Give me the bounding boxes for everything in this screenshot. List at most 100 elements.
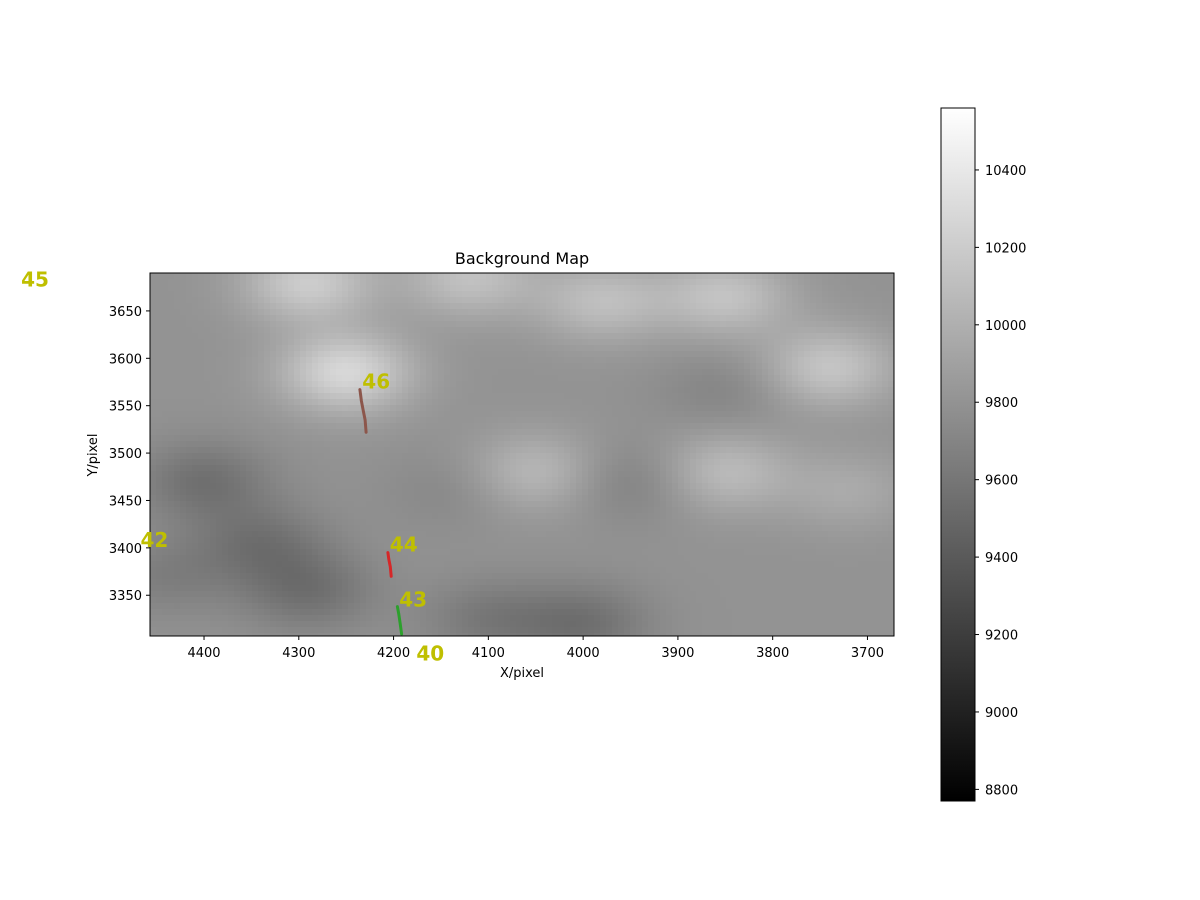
heatmap-cell <box>768 429 775 436</box>
heatmap-cell <box>654 447 661 454</box>
heatmap-cell <box>660 471 667 478</box>
heatmap-cell <box>618 447 625 454</box>
heatmap-cell <box>882 357 889 364</box>
heatmap-cell <box>564 459 571 466</box>
heatmap-cell <box>618 423 625 430</box>
heatmap-cell <box>684 465 691 472</box>
heatmap-cell <box>768 363 775 370</box>
heatmap-cell <box>156 489 163 496</box>
heatmap-cell <box>594 471 601 478</box>
heatmap-cell <box>198 297 205 304</box>
heatmap-cell <box>834 279 841 286</box>
heatmap-cell <box>546 279 553 286</box>
heatmap-cell <box>222 315 229 322</box>
heatmap-cell <box>600 417 607 424</box>
heatmap-cell <box>324 477 331 484</box>
heatmap-cell <box>606 285 613 292</box>
heatmap-cell <box>672 423 679 430</box>
heatmap-cell <box>408 339 415 346</box>
heatmap-cell <box>690 381 697 388</box>
heatmap-cell <box>354 351 361 358</box>
heatmap-cell <box>756 357 763 364</box>
heatmap-cell <box>258 387 265 394</box>
heatmap-cell <box>606 279 613 286</box>
heatmap-cell <box>396 435 403 442</box>
heatmap-cell <box>156 381 163 388</box>
heatmap-cell <box>444 357 451 364</box>
heatmap-cell <box>540 423 547 430</box>
heatmap-cell <box>852 273 859 280</box>
heatmap-cell <box>348 441 355 448</box>
heatmap-cell <box>450 357 457 364</box>
heatmap-cell <box>252 339 259 346</box>
heatmap-cell <box>810 441 817 448</box>
heatmap-cell <box>588 381 595 388</box>
heatmap-cell <box>252 453 259 460</box>
heatmap-cell <box>462 447 469 454</box>
heatmap-cell <box>156 495 163 502</box>
heatmap-cell <box>498 351 505 358</box>
heatmap-cell <box>864 405 871 412</box>
heatmap-cell <box>564 477 571 484</box>
heatmap-cell <box>804 339 811 346</box>
heatmap-cell <box>540 507 547 514</box>
heatmap-cell <box>438 411 445 418</box>
heatmap-cell <box>552 495 559 502</box>
heatmap-cell <box>690 417 697 424</box>
heatmap-cell <box>342 363 349 370</box>
heatmap-cell <box>360 291 367 298</box>
heatmap-cell <box>312 429 319 436</box>
heatmap-cell <box>696 291 703 298</box>
heatmap-cell <box>372 429 379 436</box>
heatmap-cell <box>882 405 889 412</box>
heatmap-cell <box>366 507 373 514</box>
heatmap-cell <box>864 291 871 298</box>
heatmap-cell <box>492 507 499 514</box>
heatmap-cell <box>780 327 787 334</box>
heatmap-cell <box>882 387 889 394</box>
heatmap-cell <box>192 357 199 364</box>
heatmap-cell <box>420 375 427 382</box>
heatmap-cell <box>654 465 661 472</box>
heatmap-cell <box>420 471 427 478</box>
heatmap-cell <box>732 333 739 340</box>
heatmap-cell <box>624 375 631 382</box>
heatmap-cell <box>318 291 325 298</box>
heatmap-cell <box>612 357 619 364</box>
heatmap-cell <box>570 333 577 340</box>
heatmap-cell <box>888 285 894 292</box>
heatmap-cell <box>702 507 709 514</box>
heatmap-cell <box>276 429 283 436</box>
heatmap-cell <box>414 381 421 388</box>
heatmap-cell <box>834 393 841 400</box>
heatmap-cell <box>786 291 793 298</box>
heatmap-cell <box>792 309 799 316</box>
heatmap-cell <box>240 435 247 442</box>
heatmap-cell <box>840 315 847 322</box>
heatmap-cell <box>462 285 469 292</box>
heatmap-cell <box>522 435 529 442</box>
heatmap-cell <box>252 303 259 310</box>
heatmap-cell <box>180 417 187 424</box>
heatmap-cell <box>714 375 721 382</box>
heatmap-cell <box>810 507 817 514</box>
heatmap-cell <box>774 423 781 430</box>
heatmap-cell <box>240 453 247 460</box>
heatmap-cell <box>570 279 577 286</box>
heatmap-cell <box>528 465 535 472</box>
heatmap-cell <box>414 483 421 490</box>
heatmap-cell <box>270 333 277 340</box>
heatmap-cell <box>888 309 894 316</box>
heatmap-cell <box>504 339 511 346</box>
heatmap-cell <box>426 483 433 490</box>
heatmap-cell <box>510 381 517 388</box>
heatmap-cell <box>228 411 235 418</box>
heatmap-cell <box>180 351 187 358</box>
heatmap-cell <box>162 285 169 292</box>
heatmap-cell <box>264 279 271 286</box>
heatmap-cell <box>222 453 229 460</box>
heatmap-cell <box>288 297 295 304</box>
heatmap-cell <box>180 345 187 352</box>
heatmap-cell <box>720 387 727 394</box>
heatmap-cell <box>708 489 715 496</box>
